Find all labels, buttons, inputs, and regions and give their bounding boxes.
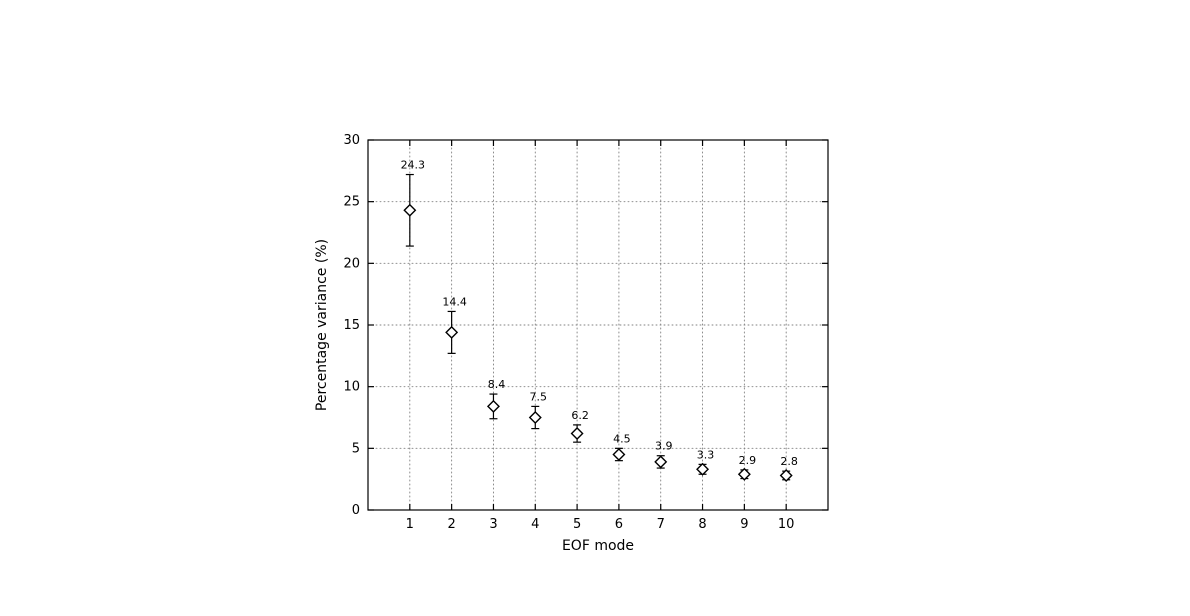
x-tick-label: 9	[740, 517, 748, 532]
x-tick-label: 3	[489, 517, 497, 532]
data-value-label: 24.3	[401, 159, 426, 172]
y-axis-label: Percentage variance (%)	[314, 239, 330, 411]
x-tick-label: 8	[698, 517, 706, 532]
data-value-label: 7.5	[530, 390, 548, 403]
data-value-label: 4.5	[613, 432, 631, 445]
y-tick-label: 25	[343, 195, 360, 210]
x-tick-label: 5	[573, 517, 581, 532]
data-value-label: 3.3	[697, 448, 715, 461]
x-tick-label: 1	[406, 517, 414, 532]
x-tick-label: 4	[531, 517, 539, 532]
eof-variance-chart: 1 2 3 4 5 6 7 8 9 10 0 5 10 15 20 25 30 EOF mode Percentag…	[0, 0, 1190, 616]
data-value-label: 2.9	[739, 454, 757, 467]
y-tick-label: 0	[352, 503, 360, 518]
x-tick-label: 10	[778, 517, 795, 532]
x-tick-label: 2	[447, 517, 455, 532]
figure-stage: 1 2 3 4 5 6 7 8 9 10 0 5 10 15 20 25 30 EOF mode Percentag…	[0, 0, 1190, 616]
x-tick-label: 6	[615, 517, 623, 532]
data-value-label: 2.8	[780, 455, 798, 468]
data-value-label: 8.4	[488, 378, 506, 391]
x-axis-label: EOF mode	[562, 538, 634, 554]
data-value-label: 6.2	[571, 409, 589, 422]
y-tick-label: 15	[343, 318, 360, 333]
y-tick-label: 5	[352, 441, 360, 456]
y-tick-label: 10	[343, 380, 360, 395]
x-tick-label: 7	[657, 517, 665, 532]
data-value-label: 3.9	[655, 440, 673, 453]
data-value-label: 14.4	[442, 295, 467, 308]
y-tick-label: 20	[343, 256, 360, 271]
y-tick-label: 30	[343, 133, 360, 148]
